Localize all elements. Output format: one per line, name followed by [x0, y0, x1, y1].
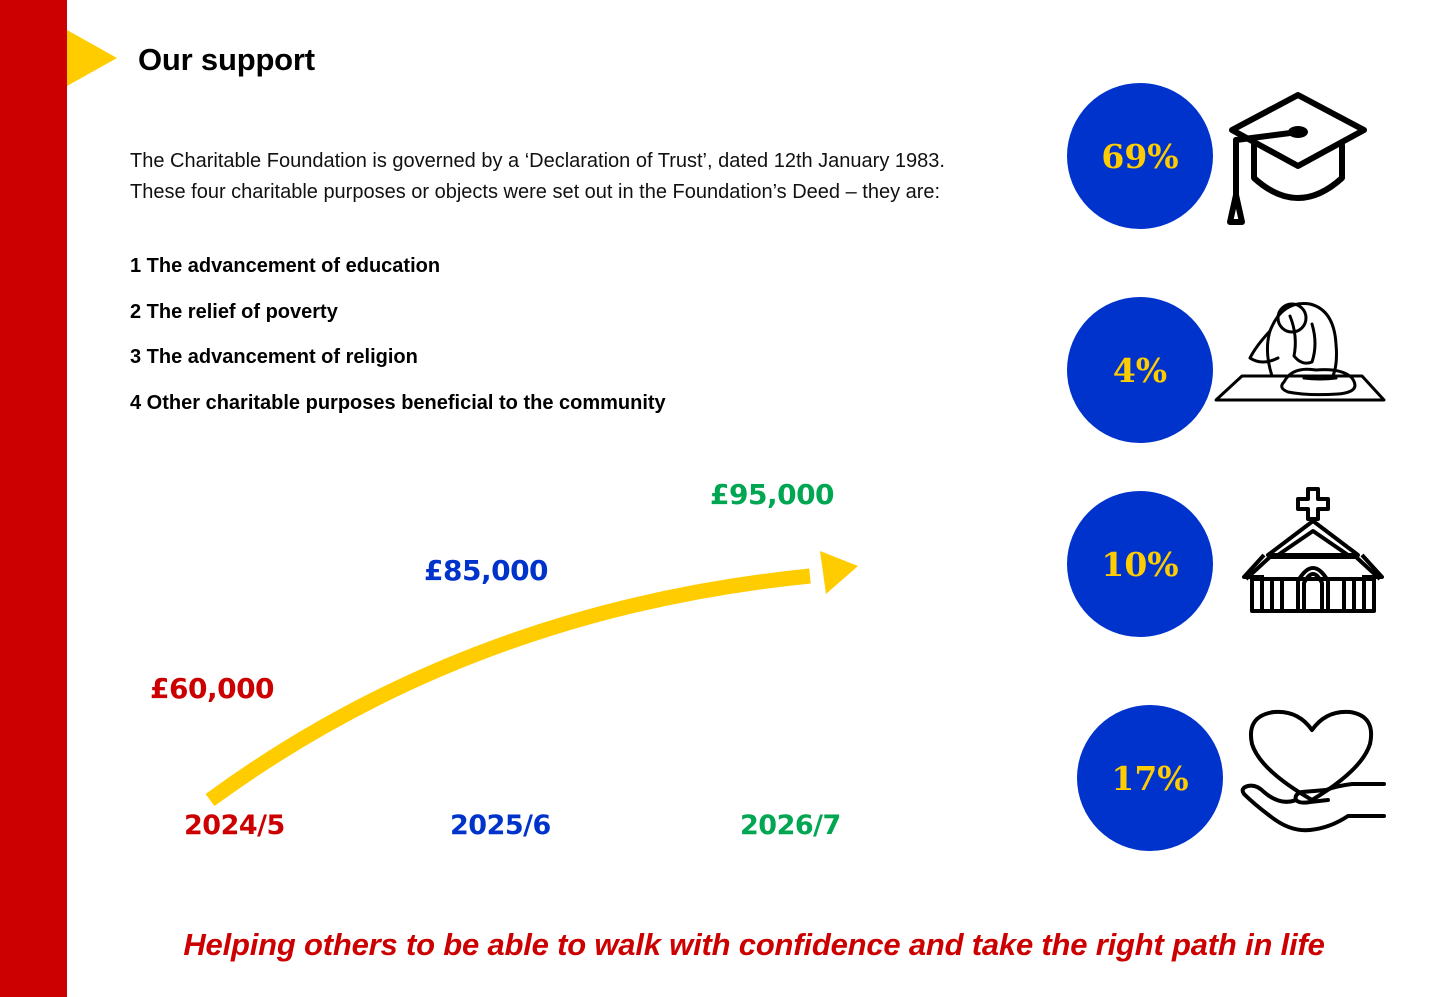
year-2025: 2025/6	[450, 810, 551, 841]
homeless-person-icon	[1214, 302, 1386, 402]
religion-percent-badge: 10%	[1067, 491, 1213, 637]
purpose-item-poverty: 2 The relief of poverty	[130, 300, 338, 323]
year-2026: 2026/7	[740, 810, 841, 841]
amount-2025: £85,000	[424, 554, 549, 587]
purpose-item-education: 1 The advancement of education	[130, 255, 441, 277]
poverty-percent-badge: 4%	[1067, 297, 1213, 443]
religion-percent: 10%	[1101, 544, 1179, 584]
tagline: Helping others to be able to walk with c…	[183, 927, 1325, 962]
intro-line-2: These four charitable purposes or object…	[130, 181, 941, 203]
intro-line-1: The Charitable Foundation is governed by…	[130, 150, 945, 172]
community-percent: 17%	[1111, 758, 1189, 798]
community-percent-badge: 17%	[1077, 705, 1223, 851]
purposes-list: 1 The advancement of education 2 The rel…	[130, 252, 666, 434]
education-percent-badge: 69%	[1067, 83, 1213, 229]
poverty-percent: 4%	[1112, 350, 1168, 390]
side-bar	[0, 0, 67, 997]
amount-2026: £95,000	[710, 478, 835, 511]
graduation-cap-icon	[1227, 92, 1367, 225]
title-arrow-icon	[67, 30, 117, 86]
church-icon	[1242, 487, 1384, 613]
purpose-item-religion: 3 The advancement of religion	[130, 346, 418, 368]
purpose-item-community: 4 Other charitable purposes beneficial t…	[130, 391, 666, 414]
heart-in-hand-icon	[1240, 709, 1386, 833]
year-2024: 2024/5	[184, 810, 285, 841]
amount-2024: £60,000	[150, 672, 275, 705]
intro-text: The Charitable Foundation is governed by…	[130, 146, 945, 208]
education-percent: 69%	[1101, 136, 1179, 176]
page-title: Our support	[138, 42, 315, 77]
